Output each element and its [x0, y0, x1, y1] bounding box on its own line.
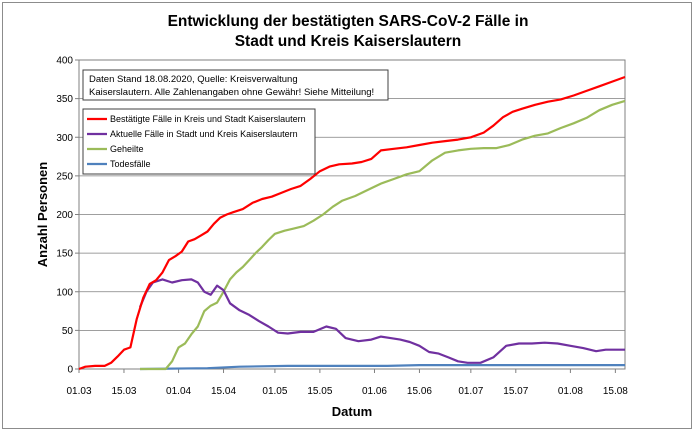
- x-tick-label: 01.08: [558, 386, 583, 397]
- x-tick-label: 15.04: [211, 386, 236, 397]
- x-tick-label: 15.07: [503, 386, 528, 397]
- note-line-1: Daten Stand 18.08.2020, Quelle: Kreisver…: [89, 74, 298, 85]
- y-tick-label: 200: [56, 210, 73, 221]
- y-tick-label: 250: [56, 171, 73, 182]
- x-tick-label: 15.05: [307, 386, 332, 397]
- series-line: [78, 75, 626, 371]
- legend-label: Bestätigte Fälle in Kreis und Stadt Kais…: [110, 114, 306, 124]
- chart-title: Entwicklung der bestätigten SARS-CoV-2 F…: [0, 12, 696, 52]
- series-line: [140, 99, 626, 371]
- legend-label: Todesfälle: [110, 159, 151, 169]
- note-line-2: Kaiserslautern. Alle Zahlenangaben ohne …: [89, 87, 374, 98]
- legend-label: Aktuelle Fälle in Stadt und Kreis Kaiser…: [110, 129, 298, 139]
- x-axis-title: Datum: [332, 404, 372, 419]
- note-box: [82, 69, 389, 101]
- x-tick-label: 15.03: [111, 386, 136, 397]
- y-tick-label: 100: [56, 287, 73, 298]
- y-tick-label: 50: [62, 326, 74, 337]
- y-tick-label: 400: [56, 56, 73, 67]
- chart-title-line-2: Stadt und Kreis Kaiserslautern: [234, 33, 462, 50]
- x-tick-label: 01.07: [458, 386, 483, 397]
- legend-box: [82, 108, 316, 175]
- x-tick-label: 01.06: [362, 386, 387, 397]
- x-tick-label: 15.06: [407, 386, 432, 397]
- x-tick-label: 01.05: [262, 386, 287, 397]
- y-tick-label: 0: [67, 365, 73, 376]
- y-axis-title: Anzahl Personen: [35, 162, 50, 268]
- x-tick-label: 01.04: [166, 386, 191, 397]
- y-tick-label: 350: [56, 94, 73, 105]
- series-line: [138, 278, 625, 364]
- legend-label: Geheilte: [110, 144, 144, 154]
- y-tick-label: 300: [56, 133, 73, 144]
- series-line: [139, 364, 625, 371]
- x-tick-label: 01.03: [66, 386, 91, 397]
- x-tick-label: 15.08: [603, 386, 628, 397]
- y-tick-label: 150: [56, 249, 73, 260]
- chart-title-line-1: Entwicklung der bestätigten SARS-CoV-2 F…: [167, 13, 529, 30]
